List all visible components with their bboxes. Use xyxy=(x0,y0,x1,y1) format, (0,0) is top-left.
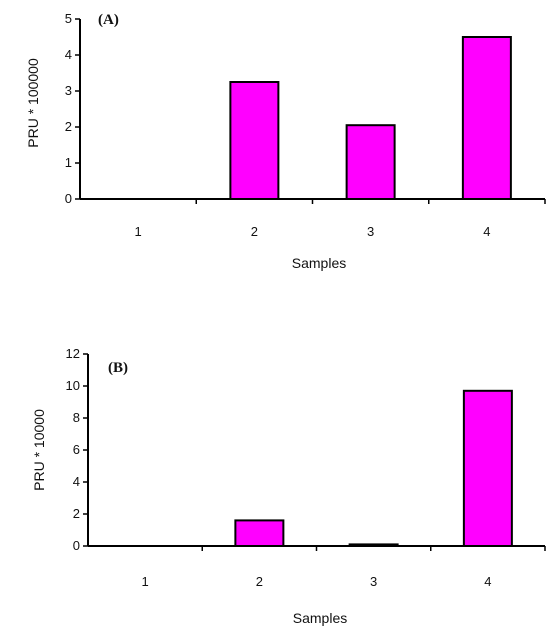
y-tick-label: 0 xyxy=(73,538,80,553)
bar-2 xyxy=(234,519,285,547)
y-tick-label: 0 xyxy=(65,191,72,206)
x-tick-label-3: 3 xyxy=(367,224,374,239)
y-tick-label: 2 xyxy=(65,119,72,134)
x-tick-label-1: 1 xyxy=(135,224,142,239)
y-axis-title-b: PRU * 10000 xyxy=(31,409,47,491)
bar-4 xyxy=(461,36,512,200)
y-tick-label: 5 xyxy=(65,11,72,26)
x-tick-label-3: 3 xyxy=(370,574,377,589)
x-tick-label-4: 4 xyxy=(483,224,490,239)
x-axis-title-b: Samples xyxy=(293,610,347,626)
y-tick-label: 8 xyxy=(73,410,80,425)
panel-label-a: (A) xyxy=(98,12,119,28)
y-tick-label: 10 xyxy=(66,378,80,393)
bar-4 xyxy=(462,389,513,547)
plot-area-a: 0 1 2 3 4 5 1 2 3 4 xyxy=(65,11,546,239)
bar-3 xyxy=(345,124,396,200)
y-tick-label: 1 xyxy=(65,155,72,170)
x-axis-title-a: Samples xyxy=(292,255,346,271)
y-tick-label: 2 xyxy=(73,506,80,521)
y-tick-label: 3 xyxy=(65,83,72,98)
y-tick-label: 12 xyxy=(66,346,80,361)
chart-a: (A) PRU * 100000 Samples 0 1 2 3 4 5 1 2 3 4 xyxy=(25,11,546,271)
x-tick-label-2: 2 xyxy=(251,224,258,239)
x-tick-label-2: 2 xyxy=(256,574,263,589)
y-tick-label: 4 xyxy=(73,474,80,489)
bar-2 xyxy=(229,81,280,200)
y-tick-label: 6 xyxy=(73,442,80,457)
y-tick-label: 4 xyxy=(65,47,72,62)
x-tick-label-1: 1 xyxy=(142,574,149,589)
x-tick-label-4: 4 xyxy=(484,574,491,589)
y-axis-title-a: PRU * 100000 xyxy=(25,58,41,148)
panel-label-b: (B) xyxy=(108,360,128,376)
